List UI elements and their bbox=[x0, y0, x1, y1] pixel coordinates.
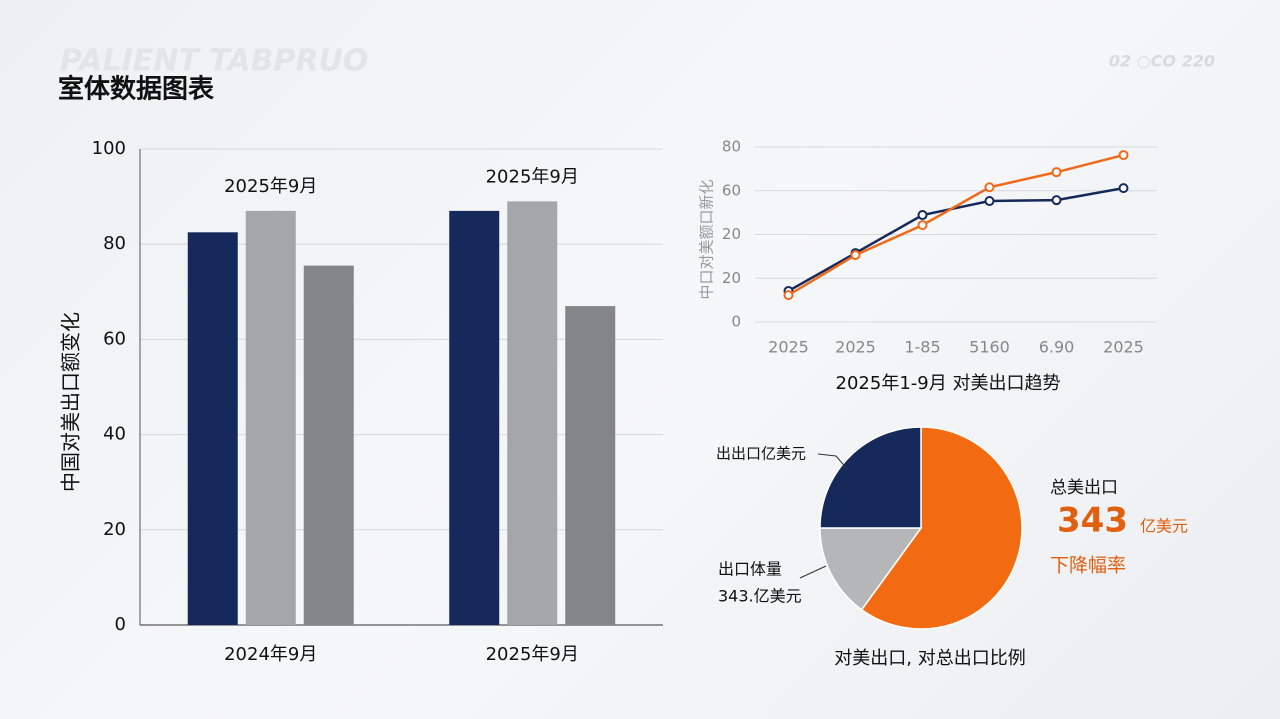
y-tick-label: 0 bbox=[115, 614, 126, 635]
y-axis-label: 中口对美额口新化 bbox=[698, 179, 716, 299]
x-tick-label: 1-85 bbox=[904, 338, 940, 357]
point bbox=[1118, 183, 1129, 194]
leader-line bbox=[799, 565, 827, 579]
pie-slice bbox=[860, 426, 1023, 630]
group-label: 2025年9月 bbox=[486, 166, 579, 187]
x-tick-label: 2025 bbox=[768, 338, 809, 357]
bar bbox=[303, 265, 354, 625]
pie-label: 343 bbox=[1057, 501, 1128, 541]
leader-line bbox=[817, 453, 849, 471]
y-axis-label: 中国对美出口额变化 bbox=[59, 312, 83, 492]
x-tick-label: 5160 bbox=[969, 338, 1010, 357]
y-tick-label: 60 bbox=[722, 181, 741, 199]
y-tick-label: 20 bbox=[722, 225, 741, 243]
x-tick-label: 2025 bbox=[835, 338, 876, 357]
y-tick-label: 100 bbox=[92, 138, 126, 159]
point bbox=[984, 182, 995, 193]
point bbox=[1118, 150, 1129, 161]
pie-label: 下降幅率 bbox=[1050, 555, 1126, 577]
point bbox=[917, 220, 928, 231]
pie-label: 343.亿美元 bbox=[718, 587, 802, 606]
pie-label: 出出口亿美元 bbox=[716, 445, 806, 463]
y-tick-label: 40 bbox=[103, 424, 126, 445]
chart-title: 2025年1-9月 对美出口趋势 bbox=[836, 373, 1061, 394]
pie-label: 出口体量 bbox=[718, 560, 782, 579]
pie-label: 亿美元 bbox=[1140, 517, 1188, 536]
point bbox=[850, 250, 861, 261]
point bbox=[1051, 195, 1062, 206]
point bbox=[1051, 167, 1062, 178]
group-label: 2025年9月 bbox=[224, 176, 317, 197]
bar bbox=[565, 306, 616, 625]
line bbox=[787, 153, 1124, 297]
point bbox=[783, 290, 794, 301]
watermark: PALIENT TABPRUO bbox=[60, 44, 368, 79]
pie-label: 总美出口 bbox=[1050, 478, 1118, 498]
y-tick-label: 0 bbox=[731, 313, 741, 331]
watermark: 02 ○CO 220 bbox=[1109, 52, 1215, 71]
y-tick-label: 20 bbox=[103, 519, 126, 540]
page-title: 室体数据图表 bbox=[58, 74, 215, 105]
x-tick-label: 2024年9月 bbox=[224, 644, 317, 665]
chart-title: 对美出口, 对总出口比例 bbox=[834, 648, 1025, 669]
bar bbox=[245, 210, 296, 625]
point bbox=[984, 196, 995, 207]
bar bbox=[507, 201, 558, 626]
x-tick-label: 2025年9月 bbox=[486, 644, 579, 665]
bar bbox=[187, 232, 238, 626]
point bbox=[917, 210, 928, 221]
y-tick-label: 80 bbox=[722, 138, 741, 156]
pie-slice bbox=[819, 426, 922, 529]
y-tick-label: 60 bbox=[103, 328, 126, 349]
pie-slice bbox=[819, 527, 923, 611]
bar bbox=[449, 210, 500, 625]
y-tick-label: 80 bbox=[103, 233, 126, 254]
x-tick-label: 6.90 bbox=[1039, 338, 1075, 357]
y-tick-label: 20 bbox=[722, 269, 741, 287]
line bbox=[787, 186, 1124, 293]
x-tick-label: 2025 bbox=[1103, 338, 1144, 357]
